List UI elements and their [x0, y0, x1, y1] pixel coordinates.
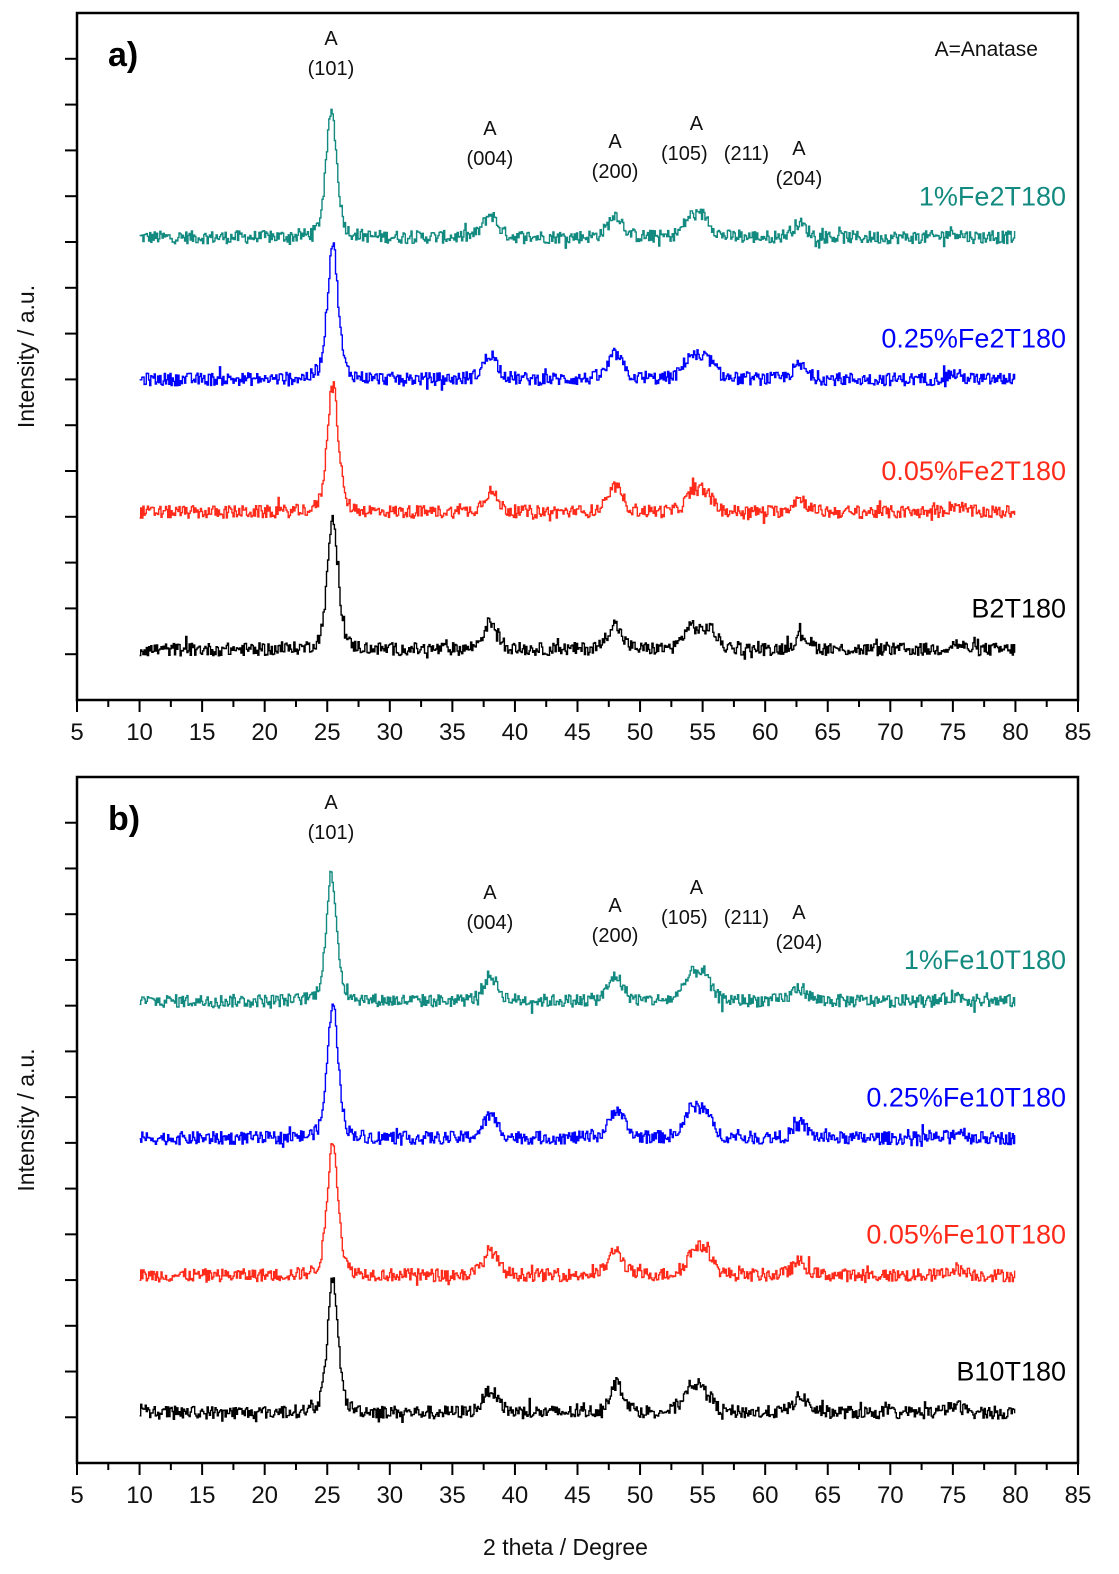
panel-a: 5 10 15 20 25 30 35 40 45 50 55 60 65 70 75 80 85 Intensi… — [13, 11, 1092, 746]
x-tick-label: 20 — [251, 1482, 278, 1509]
x-tick-label: 65 — [814, 1482, 841, 1509]
x-tick-label: 60 — [752, 719, 779, 746]
x-tick-label: 15 — [189, 719, 216, 746]
x-tick-label: 30 — [376, 1482, 403, 1509]
series-label: 1%Fe10T180 — [904, 945, 1066, 975]
series-line-b10t180 — [139, 1277, 1016, 1423]
plot-frame — [75, 775, 1080, 1465]
x-tick-label: 35 — [439, 719, 466, 746]
peak-annotation: A (105) (211) — [661, 877, 769, 929]
peak-hkl-label: (204) — [776, 932, 823, 954]
series-label: 0.25%Fe2T180 — [881, 323, 1066, 353]
peak-hkl-label: (211) — [724, 907, 769, 929]
peak-hkl-label: (204) — [776, 168, 823, 190]
peak-annotation: A (101) — [308, 792, 355, 844]
series-label: B10T180 — [956, 1357, 1066, 1387]
x-axis-label: 2 theta / Degree — [483, 1534, 648, 1560]
peak-hkl-label: (200) — [592, 925, 639, 947]
x-tick-label: 70 — [877, 719, 904, 746]
peak-phase-label: A — [792, 138, 806, 160]
plot-frame — [75, 11, 1080, 702]
x-tick-label: 40 — [502, 719, 529, 746]
peak-hkl-label: (211) — [724, 143, 769, 165]
panel-b: 5 10 15 20 25 30 35 40 45 50 55 60 65 70 75 80 85 Intensi… — [13, 775, 1092, 1560]
x-tick-label: 55 — [689, 1482, 716, 1509]
series-line-1-fe10t180 — [139, 870, 1016, 1014]
series-label: 0.05%Fe10T180 — [866, 1219, 1066, 1249]
peak-annotation: A (004) — [467, 882, 514, 934]
y-axis-label: Intensity / a.u. — [13, 285, 39, 428]
x-tick-label: 5 — [70, 719, 83, 746]
peak-annotation: A (004) — [467, 118, 514, 170]
x-tick-label: 5 — [70, 1482, 83, 1509]
peak-annotation: A (200) — [592, 895, 639, 947]
peak-hkl-label: (101) — [308, 822, 355, 844]
series-line-0-05-fe10t180 — [139, 1143, 1016, 1286]
peak-annotation: A (101) — [308, 28, 355, 80]
x-tick-label: 25 — [314, 1482, 341, 1509]
x-tick-label: 65 — [814, 719, 841, 746]
x-tick-label: 15 — [189, 1482, 216, 1509]
peak-annotation: A (200) — [592, 131, 639, 183]
peak-phase-label: A — [483, 882, 497, 904]
series-line-1-fe2t180 — [139, 108, 1016, 249]
x-tick-label: 10 — [126, 719, 153, 746]
series-line-0-05-fe2t180 — [139, 381, 1016, 524]
series-line-b2t180 — [139, 514, 1016, 660]
peak-annotation: A (204) — [776, 138, 823, 190]
x-tick-label: 85 — [1065, 1482, 1092, 1509]
peak-phase-label: A — [792, 902, 806, 924]
peak-phase-label: A — [483, 118, 497, 140]
x-tick-label: 70 — [877, 1482, 904, 1509]
panel-label: a) — [108, 36, 138, 74]
peak-hkl-label: (101) — [308, 58, 355, 80]
peak-phase-label: A — [690, 113, 704, 135]
peak-annotation: A (105) (211) — [661, 113, 769, 165]
x-tick-label: 45 — [564, 719, 591, 746]
phase-legend-note: A=Anatase — [935, 38, 1038, 61]
peak-annotation: A (204) — [776, 902, 823, 954]
x-tick-label: 75 — [940, 719, 967, 746]
x-tick-label: 50 — [627, 719, 654, 746]
series-label: 1%Fe2T180 — [919, 181, 1066, 211]
x-tick-label: 80 — [1002, 1482, 1029, 1509]
x-tick-label: 10 — [126, 1482, 153, 1509]
panel-label: b) — [108, 800, 140, 838]
series-label: B2T180 — [971, 594, 1066, 624]
x-tick-label: 55 — [689, 719, 716, 746]
series-label: 0.25%Fe10T180 — [866, 1082, 1066, 1112]
x-tick-label: 60 — [752, 1482, 779, 1509]
x-tick-label: 45 — [564, 1482, 591, 1509]
peak-hkl-label: (200) — [592, 161, 639, 183]
x-tick-label: 20 — [251, 719, 278, 746]
x-tick-label: 35 — [439, 1482, 466, 1509]
x-tick-label: 85 — [1065, 719, 1092, 746]
series-label: 0.05%Fe2T180 — [881, 456, 1066, 486]
x-tick-label: 40 — [502, 1482, 529, 1509]
x-tick-label: 25 — [314, 719, 341, 746]
series-line-0-25-fe10t180 — [139, 1003, 1016, 1148]
x-tick-label: 50 — [627, 1482, 654, 1509]
peak-phase-label: A — [608, 895, 622, 917]
peak-phase-label: A — [324, 28, 338, 50]
peak-phase-label: A — [608, 131, 622, 153]
series-line-0-25-fe2t180 — [139, 242, 1016, 391]
x-tick-label: 30 — [376, 719, 403, 746]
peak-hkl-label: (004) — [467, 148, 514, 170]
peak-hkl-label: (004) — [467, 912, 514, 934]
x-tick-label: 80 — [1002, 719, 1029, 746]
peak-phase-label: A — [324, 792, 338, 814]
y-axis-label: Intensity / a.u. — [13, 1048, 39, 1191]
peak-hkl-label: (105) — [661, 907, 708, 929]
x-tick-label: 75 — [940, 1482, 967, 1509]
peak-phase-label: A — [690, 877, 704, 899]
peak-hkl-label: (105) — [661, 143, 708, 165]
